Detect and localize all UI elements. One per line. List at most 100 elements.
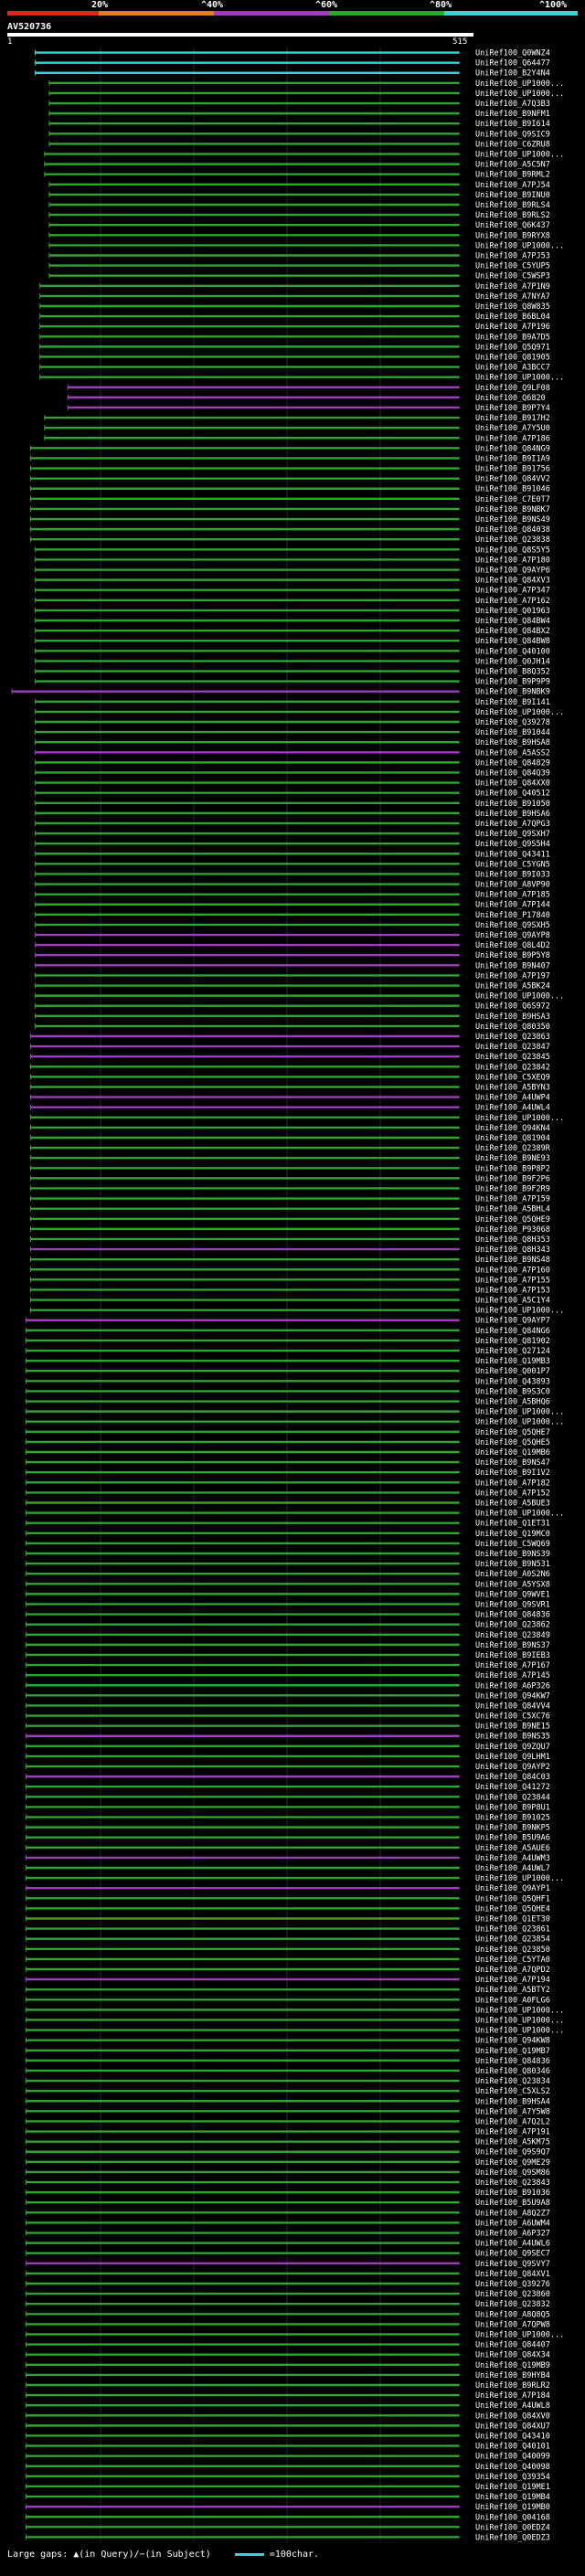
hit-label[interactable]: UniRef100_A7P347 bbox=[475, 587, 550, 596]
hit-label[interactable]: UniRef100_B5U9A8 bbox=[475, 2199, 550, 2208]
hit-label[interactable]: UniRef100_UP1000... bbox=[475, 2016, 564, 2025]
hit-label[interactable]: UniRef100_B9NBK9 bbox=[475, 688, 550, 697]
hit-label[interactable]: UniRef100_Q43410 bbox=[475, 2432, 550, 2441]
hit-label[interactable]: UniRef100_Q01963 bbox=[475, 607, 550, 616]
hit-label[interactable]: UniRef100_Q19MB3 bbox=[475, 1357, 550, 1366]
hit-label[interactable]: UniRef100_Q19MB4 bbox=[475, 2493, 550, 2502]
hit-label[interactable]: UniRef100_A5C1Y4 bbox=[475, 1297, 550, 1306]
hit-label[interactable]: UniRef100_A3BCC7 bbox=[475, 364, 550, 373]
hit-label[interactable]: UniRef100_A7P185 bbox=[475, 891, 550, 900]
hit-label[interactable]: UniRef100_Q84BW8 bbox=[475, 637, 550, 646]
hit-label[interactable]: UniRef100_Q27124 bbox=[475, 1347, 550, 1356]
hit-label[interactable]: UniRef100_A7P144 bbox=[475, 901, 550, 910]
hit-label[interactable]: UniRef100_A7P196 bbox=[475, 323, 550, 332]
hit-label[interactable]: UniRef100_UP1000... bbox=[475, 1307, 564, 1316]
hit-label[interactable]: UniRef100_B91036 bbox=[475, 2189, 550, 2198]
hit-label[interactable]: UniRef100_Q84XU7 bbox=[475, 2422, 550, 2431]
hit-label[interactable]: UniRef100_B9I1V2 bbox=[475, 1468, 550, 1478]
hit-label[interactable]: UniRef100_Q5QHE7 bbox=[475, 1428, 550, 1437]
hit-label[interactable]: UniRef100_Q84VV2 bbox=[475, 475, 550, 484]
hit-label[interactable]: UniRef100_B9A7D5 bbox=[475, 333, 550, 342]
hit-label[interactable]: UniRef100_A7P160 bbox=[475, 1266, 550, 1275]
hit-label[interactable]: UniRef100_Q84BW4 bbox=[475, 617, 550, 626]
hit-label[interactable]: UniRef100_B6BL04 bbox=[475, 313, 550, 322]
hit-label[interactable]: UniRef100_B9I033 bbox=[475, 870, 550, 879]
hit-label[interactable]: UniRef100_Q94KN4 bbox=[475, 1124, 550, 1133]
hit-label[interactable]: UniRef100_Q40100 bbox=[475, 647, 550, 656]
hit-label[interactable]: UniRef100_Q94KW7 bbox=[475, 1691, 550, 1701]
hit-label[interactable]: UniRef100_Q84829 bbox=[475, 758, 550, 768]
hit-label[interactable]: UniRef100_Q81905 bbox=[475, 353, 550, 362]
hit-label[interactable]: UniRef100_A7P167 bbox=[475, 1661, 550, 1670]
hit-label[interactable]: UniRef100_B9RLS2 bbox=[475, 211, 550, 220]
hit-label[interactable]: UniRef100_UP1000... bbox=[475, 992, 564, 1002]
hit-label[interactable]: UniRef100_UP1000... bbox=[475, 2006, 564, 2015]
hit-label[interactable]: UniRef100_B9I614 bbox=[475, 120, 550, 129]
hit-label[interactable]: UniRef100_Q5QHE9 bbox=[475, 1215, 550, 1224]
hit-label[interactable]: UniRef100_B9HSA8 bbox=[475, 738, 550, 747]
hit-label[interactable]: UniRef100_Q94KW8 bbox=[475, 2037, 550, 2046]
hit-label[interactable]: UniRef100_Q0EDZ3 bbox=[475, 2533, 550, 2542]
hit-label[interactable]: UniRef100_Q04168 bbox=[475, 2513, 550, 2522]
hit-label[interactable]: UniRef100_Q84C03 bbox=[475, 1773, 550, 1782]
hit-label[interactable]: UniRef100_A7P153 bbox=[475, 1286, 550, 1295]
hit-label[interactable]: UniRef100_Q9SVY7 bbox=[475, 2260, 550, 2269]
hit-label[interactable]: UniRef100_Q84XV1 bbox=[475, 2270, 550, 2279]
hit-label[interactable]: UniRef100_Q0JH14 bbox=[475, 657, 550, 666]
hit-label[interactable]: UniRef100_B9NBK7 bbox=[475, 505, 550, 514]
hit-label[interactable]: UniRef100_A7NYA7 bbox=[475, 292, 550, 302]
hit-label[interactable]: UniRef100_Q84VV4 bbox=[475, 1701, 550, 1711]
hit-label[interactable]: UniRef100_B9RLS4 bbox=[475, 201, 550, 210]
hit-label[interactable]: UniRef100_Q6S972 bbox=[475, 1002, 550, 1012]
hit-label[interactable]: UniRef100_Q84XX0 bbox=[475, 779, 550, 789]
hit-label[interactable]: UniRef100_Q9AYP7 bbox=[475, 1317, 550, 1326]
hit-label[interactable]: UniRef100_Q23863 bbox=[475, 1033, 550, 1042]
hit-label[interactable]: UniRef100_Q41272 bbox=[475, 1783, 550, 1792]
hit-label[interactable]: UniRef100_Q001P7 bbox=[475, 1367, 550, 1376]
hit-label[interactable]: UniRef100_Q23849 bbox=[475, 1631, 550, 1640]
hit-label[interactable]: UniRef100_Q39278 bbox=[475, 718, 550, 727]
hit-label[interactable]: UniRef100_A5YSX8 bbox=[475, 1580, 550, 1589]
hit-label[interactable]: UniRef100_Q40512 bbox=[475, 790, 550, 799]
hit-label[interactable]: UniRef100_Q84836 bbox=[475, 2057, 550, 2066]
hit-label[interactable]: UniRef100_B9INU0 bbox=[475, 191, 550, 200]
hit-label[interactable]: UniRef100_B9F2R9 bbox=[475, 1184, 550, 1193]
hit-label[interactable]: UniRef100_Q8S5Y5 bbox=[475, 546, 550, 555]
hit-label[interactable]: UniRef100_Q9ME29 bbox=[475, 2158, 550, 2168]
hit-label[interactable]: UniRef100_UP1000... bbox=[475, 1114, 564, 1123]
hit-label[interactable]: UniRef100_Q84Q39 bbox=[475, 769, 550, 778]
hit-label[interactable]: UniRef100_Q84XV0 bbox=[475, 2412, 550, 2421]
hit-label[interactable]: UniRef100_B5U9A6 bbox=[475, 1834, 550, 1843]
hit-label[interactable]: UniRef100_A5KM75 bbox=[475, 2138, 550, 2147]
hit-label[interactable]: UniRef100_UP1000... bbox=[475, 2331, 564, 2340]
hit-label[interactable]: UniRef100_A5BTY2 bbox=[475, 1986, 550, 1995]
hit-label[interactable]: UniRef100_Q84407 bbox=[475, 2341, 550, 2350]
hit-label[interactable]: UniRef100_Q0EDZ4 bbox=[475, 2523, 550, 2532]
hit-label[interactable]: UniRef100_Q9SIC9 bbox=[475, 130, 550, 139]
hit-label[interactable]: UniRef100_Q9AYP6 bbox=[475, 567, 550, 576]
hit-label[interactable]: UniRef100_A4UWL6 bbox=[475, 2240, 550, 2249]
hit-label[interactable]: UniRef100_A7P194 bbox=[475, 1976, 550, 1985]
hit-label[interactable]: UniRef100_Q9SM86 bbox=[475, 2168, 550, 2178]
hit-label[interactable]: UniRef100_B9P8U1 bbox=[475, 1803, 550, 1812]
hit-label[interactable]: UniRef100_Q1ET31 bbox=[475, 1520, 550, 1529]
hit-label[interactable]: UniRef100_C5XLS2 bbox=[475, 2087, 550, 2096]
hit-label[interactable]: UniRef100_B2Y4N4 bbox=[475, 69, 550, 79]
hit-label[interactable]: UniRef100_Q8W835 bbox=[475, 302, 550, 312]
hit-label[interactable]: UniRef100_A5AUE6 bbox=[475, 1844, 550, 1853]
hit-label[interactable]: UniRef100_B9N531 bbox=[475, 1560, 550, 1569]
hit-label[interactable]: UniRef100_B9NE93 bbox=[475, 1154, 550, 1163]
hit-label[interactable]: UniRef100_A7P191 bbox=[475, 2128, 550, 2137]
hit-label[interactable]: UniRef100_A8Q8Q5 bbox=[475, 2310, 550, 2319]
hit-label[interactable]: UniRef100_Q8H353 bbox=[475, 1235, 550, 1245]
hit-label[interactable]: UniRef100_Q5QHE5 bbox=[475, 1438, 550, 1447]
hit-label[interactable]: UniRef100_Q40098 bbox=[475, 2463, 550, 2472]
hit-label[interactable]: UniRef100_A8VP90 bbox=[475, 881, 550, 890]
hit-label[interactable]: UniRef100_Q39276 bbox=[475, 2280, 550, 2289]
hit-label[interactable]: UniRef100_B9NS37 bbox=[475, 1641, 550, 1650]
hit-label[interactable]: UniRef100_UP1000... bbox=[475, 151, 564, 160]
hit-label[interactable]: UniRef100_Q9AYP1 bbox=[475, 1884, 550, 1893]
hit-label[interactable]: UniRef100_P17840 bbox=[475, 911, 550, 920]
hit-label[interactable]: UniRef100_Q23862 bbox=[475, 1621, 550, 1630]
hit-label[interactable]: UniRef100_Q23854 bbox=[475, 1935, 550, 1945]
